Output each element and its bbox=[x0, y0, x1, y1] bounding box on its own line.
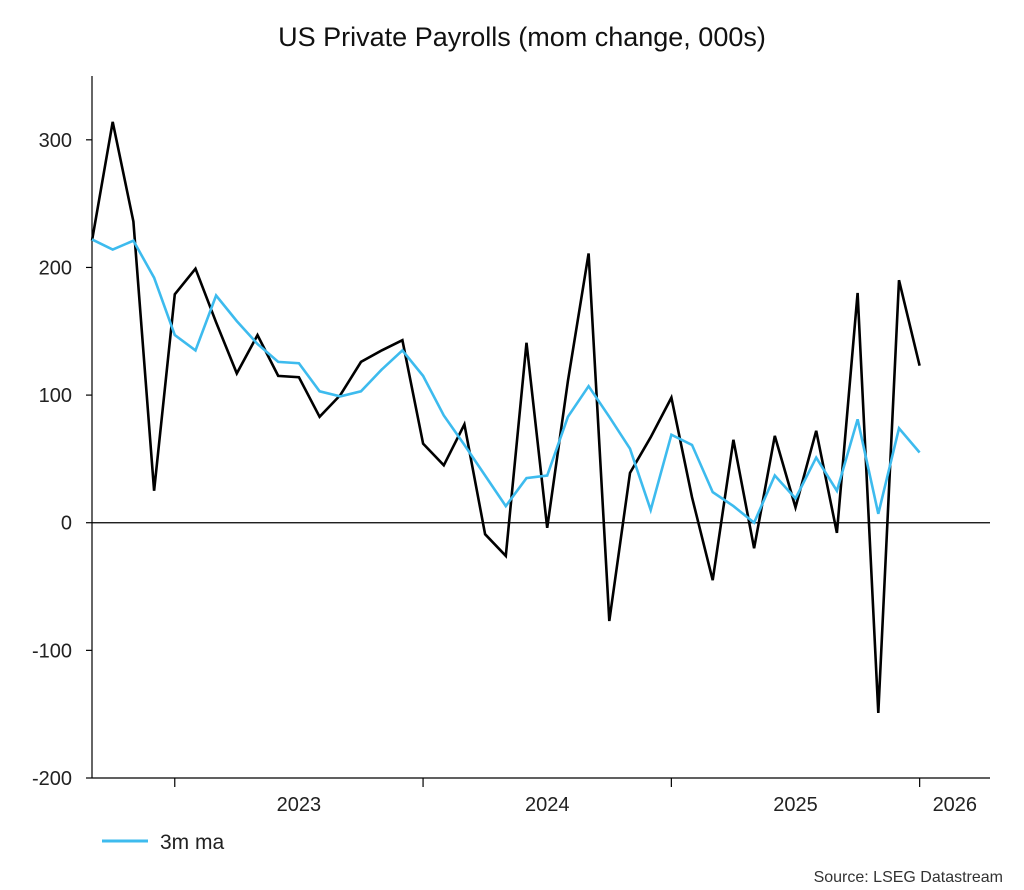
axes bbox=[91, 76, 990, 779]
y-tick-label: -200 bbox=[32, 768, 72, 790]
x-tick-label: 2025 bbox=[773, 794, 818, 816]
y-tick-label: 100 bbox=[39, 385, 72, 407]
source-note: Source: LSEG Datastream bbox=[814, 869, 1003, 886]
series-layer bbox=[90, 121, 921, 713]
chart-title: US Private Payrolls (mom change, 000s) bbox=[278, 22, 766, 52]
x-axis-ticks: 2023 2024 2025 2026 bbox=[174, 778, 978, 816]
x-tick-label: 2026 bbox=[933, 794, 978, 816]
series-line-payrolls bbox=[90, 121, 921, 713]
legend: 3m ma bbox=[102, 831, 225, 854]
y-axis-ticks: -200 -100 0 100 200 300 bbox=[32, 130, 92, 790]
y-tick-label: 300 bbox=[39, 130, 72, 152]
series-line-3m-ma bbox=[91, 238, 921, 525]
y-tick-label: 200 bbox=[39, 257, 72, 279]
x-tick-label: 2023 bbox=[277, 794, 322, 816]
x-tick-label: 2024 bbox=[525, 794, 570, 816]
y-tick-label: -100 bbox=[32, 640, 72, 662]
y-tick-label: 0 bbox=[61, 513, 72, 535]
legend-label-3m-ma: 3m ma bbox=[160, 831, 225, 854]
